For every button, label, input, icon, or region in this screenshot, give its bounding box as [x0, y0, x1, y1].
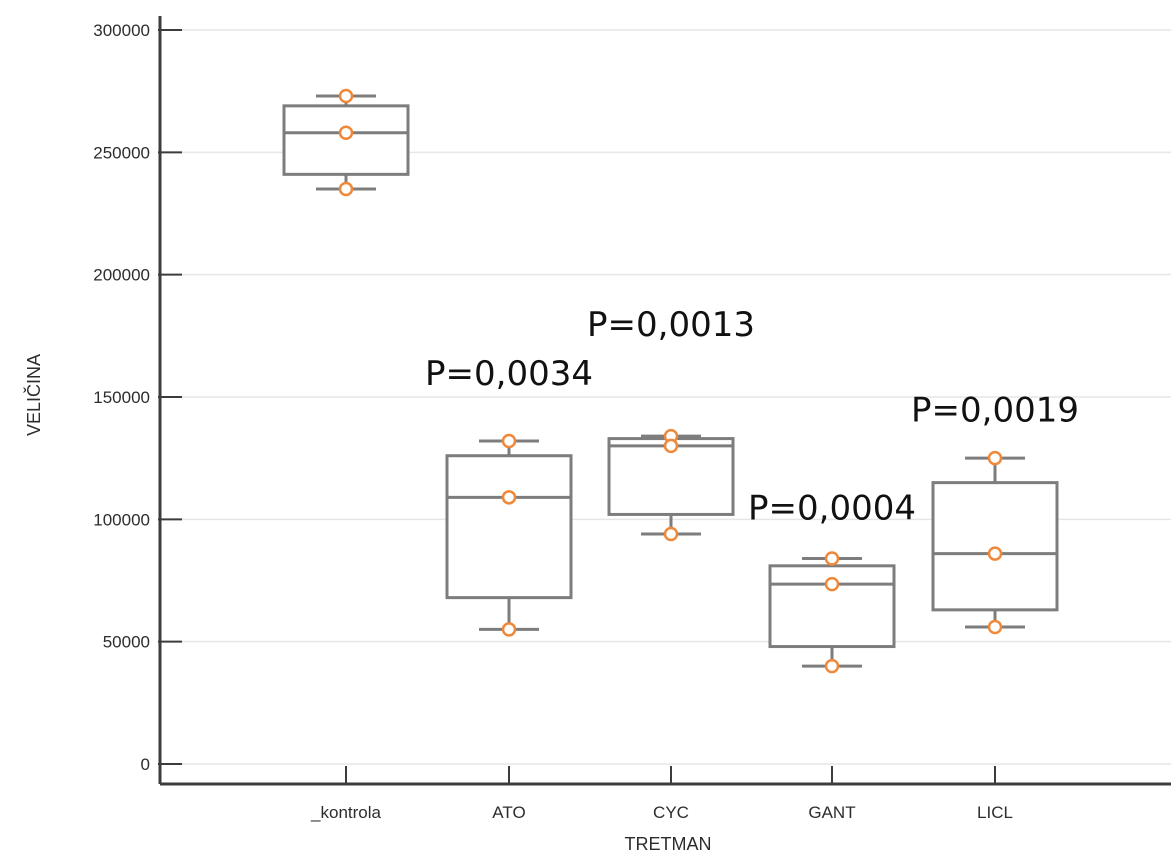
box: [445, 454, 573, 600]
data-point: [824, 576, 840, 592]
box-series: [282, 94, 1059, 668]
annotations: P=0,0034 P=0,0013 P=0,0004 P=0,0019: [425, 305, 1079, 528]
data-point: [663, 438, 679, 454]
y-tick-label: 150000: [93, 388, 150, 407]
data-point: [501, 490, 517, 505]
p-value-annotation: P=0,0004: [748, 488, 916, 528]
data-point: [987, 450, 1003, 466]
y-tick-label: 250000: [93, 143, 150, 162]
data-point: [824, 658, 840, 674]
data-point: [338, 181, 354, 197]
y-tick-label: 0: [141, 755, 150, 774]
x-axis: _kontrola ATO CYC GANT LICL: [160, 766, 1171, 822]
data-point: [338, 125, 354, 141]
box: [931, 481, 1059, 612]
p-value-annotation: P=0,0034: [425, 354, 593, 394]
y-tick-label: 50000: [103, 633, 150, 652]
x-tick-label: GANT: [808, 803, 855, 822]
data-points: [338, 88, 1003, 674]
x-tick-label: ATO: [492, 803, 525, 822]
data-point: [501, 433, 517, 449]
y-tick-label: 200000: [93, 266, 150, 285]
y-axis: 0 50000 100000 150000 200000 250000 300000: [93, 16, 182, 784]
data-point: [824, 551, 840, 566]
x-tick-label: _kontrola: [310, 803, 381, 822]
data-point: [501, 622, 517, 637]
y-tick-label: 300000: [93, 21, 150, 40]
y-axis-title: VELIČINA: [23, 354, 44, 436]
data-point: [338, 88, 354, 104]
p-value-annotation: P=0,0013: [587, 305, 755, 345]
x-tick-label: CYC: [653, 803, 689, 822]
p-value-annotation: P=0,0019: [911, 390, 1079, 430]
data-point: [987, 619, 1003, 635]
x-tick-label: LICL: [977, 803, 1013, 822]
y-tick-label: 100000: [93, 510, 150, 529]
x-axis-title: TRETMAN: [625, 834, 712, 854]
data-point: [987, 546, 1003, 561]
box: [282, 104, 410, 176]
data-point: [663, 526, 679, 542]
